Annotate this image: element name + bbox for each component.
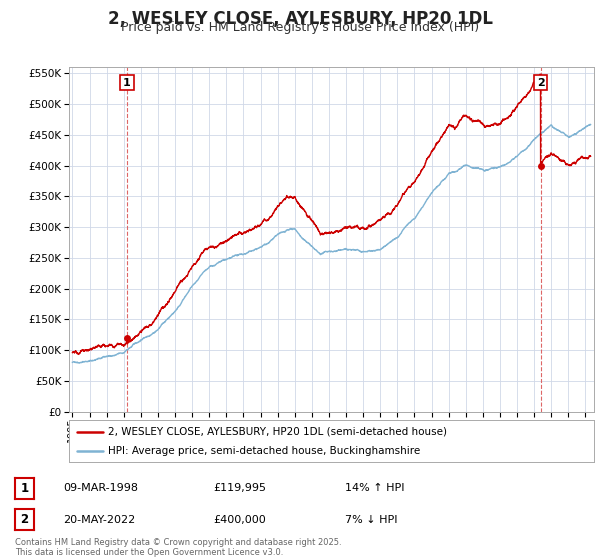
Text: 2: 2 <box>537 77 545 87</box>
Text: £119,995: £119,995 <box>213 483 266 493</box>
Text: 1: 1 <box>123 77 131 87</box>
Text: 2, WESLEY CLOSE, AYLESBURY, HP20 1DL: 2, WESLEY CLOSE, AYLESBURY, HP20 1DL <box>107 10 493 27</box>
Text: 2: 2 <box>20 513 29 526</box>
Text: 14% ↑ HPI: 14% ↑ HPI <box>345 483 404 493</box>
Text: Price paid vs. HM Land Registry's House Price Index (HPI): Price paid vs. HM Land Registry's House … <box>121 21 479 34</box>
Text: HPI: Average price, semi-detached house, Buckinghamshire: HPI: Average price, semi-detached house,… <box>109 446 421 456</box>
Text: 7% ↓ HPI: 7% ↓ HPI <box>345 515 398 525</box>
Text: Contains HM Land Registry data © Crown copyright and database right 2025.
This d: Contains HM Land Registry data © Crown c… <box>15 538 341 557</box>
Text: 20-MAY-2022: 20-MAY-2022 <box>63 515 135 525</box>
Text: 2, WESLEY CLOSE, AYLESBURY, HP20 1DL (semi-detached house): 2, WESLEY CLOSE, AYLESBURY, HP20 1DL (se… <box>109 427 448 437</box>
Text: £400,000: £400,000 <box>213 515 266 525</box>
Text: 1: 1 <box>20 482 29 495</box>
Text: 09-MAR-1998: 09-MAR-1998 <box>63 483 138 493</box>
